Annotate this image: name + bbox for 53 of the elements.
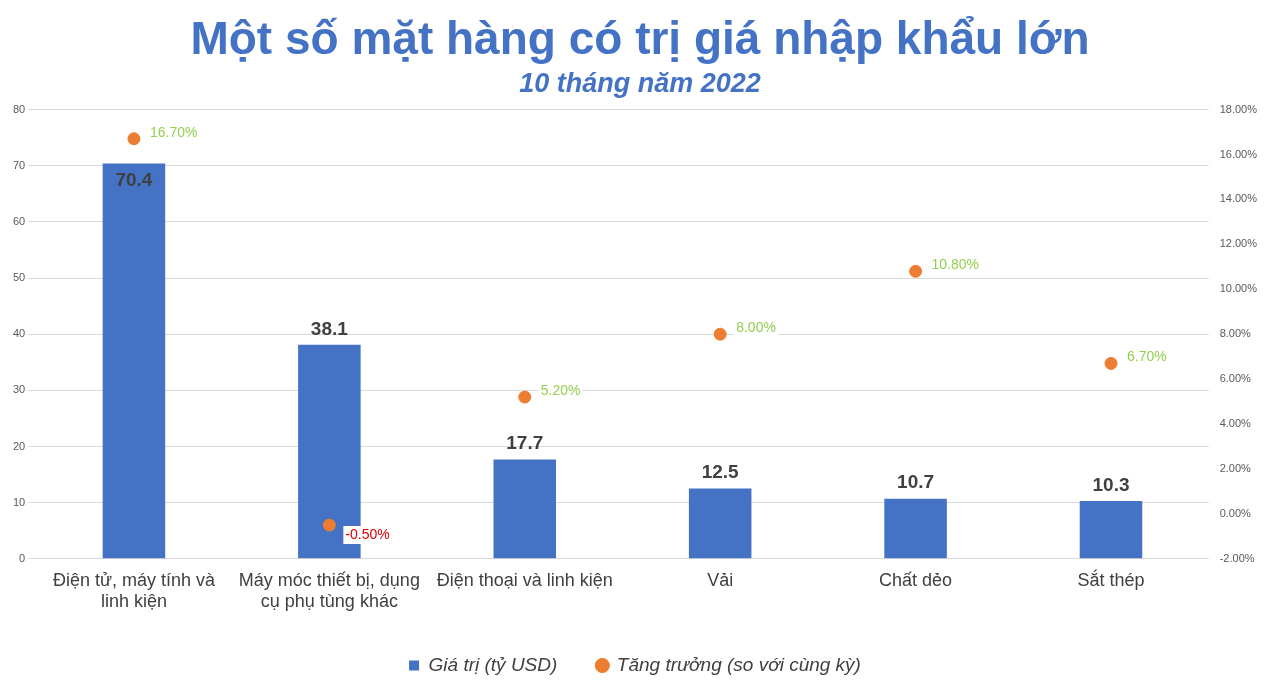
data-label: 5.20% <box>540 381 581 398</box>
bar <box>1079 500 1143 559</box>
y2-tick-label: 6.00% <box>1219 372 1252 385</box>
x-tick-label: Vải <box>707 569 734 590</box>
y-tick-label: 40 <box>12 327 26 340</box>
data-label: 38.1 <box>310 317 349 339</box>
y2-tick-label: 16.00% <box>1219 147 1258 160</box>
y2-tick-label: 8.00% <box>1219 327 1252 340</box>
y-tick-label: 80 <box>12 102 26 115</box>
y2-tick-label: 4.00% <box>1219 417 1252 430</box>
y-tick-label: 20 <box>12 439 26 452</box>
y2-tick-label: 12.00% <box>1219 237 1258 250</box>
data-label: 10.80% <box>931 256 980 273</box>
y2-tick-label: 14.00% <box>1219 192 1258 205</box>
x-tick-label: Sắt thép <box>1077 568 1145 590</box>
data-label: 10.7 <box>897 471 935 493</box>
data-label: 16.70% <box>149 123 198 140</box>
y2-tick-label: 10.00% <box>1219 282 1258 295</box>
data-label: 12.5 <box>701 461 740 483</box>
data-label: 70.4 <box>115 169 153 191</box>
chart-title: Một số mặt hàng có trị giá nhập khẩu lớn <box>189 11 1091 66</box>
bar <box>884 498 947 559</box>
point <box>127 132 141 146</box>
x-tick-label: Máy móc thiết bị, dụng cụ phụ tùng khác <box>238 569 420 612</box>
data-label: 6.70% <box>1126 348 1167 365</box>
chart-subtitle: 10 tháng năm 2022 <box>518 67 762 100</box>
point <box>909 264 923 278</box>
point <box>322 518 336 532</box>
x-tick-label: Chất dẻo <box>879 569 953 590</box>
y2-tick-label: 0.00% <box>1219 506 1252 519</box>
data-label: 8.00% <box>736 319 776 336</box>
bar <box>493 459 557 559</box>
bar <box>102 163 166 559</box>
y-tick-label: 0 <box>19 551 26 564</box>
y-tick-label: 70 <box>12 158 26 171</box>
y2-tick-label: 2.00% <box>1219 461 1252 474</box>
data-label: -0.50% <box>345 525 390 542</box>
y2-tick-label: 18.00% <box>1219 102 1258 115</box>
data-label: 10.3 <box>1092 473 1130 495</box>
y2-tick-label: -2.00% <box>1219 551 1255 564</box>
y-tick-label: 10 <box>12 495 26 508</box>
point <box>518 390 532 404</box>
x-tick-label: Điện tử, máy tính và linh kiện <box>52 569 216 612</box>
point <box>1104 356 1118 370</box>
y-tick-label: 30 <box>12 383 26 396</box>
bar <box>688 488 752 559</box>
legend-label: Giá trị (tỷ USD) <box>428 653 558 675</box>
legend-label: Tăng trưởng (so với cùng kỳ) <box>616 653 861 675</box>
point <box>713 327 727 341</box>
x-tick-label: Điện thoại và linh kiện <box>436 569 613 590</box>
y-tick-label: 60 <box>12 214 26 227</box>
data-label: 17.7 <box>506 432 544 454</box>
y-tick-label: 50 <box>12 271 26 284</box>
